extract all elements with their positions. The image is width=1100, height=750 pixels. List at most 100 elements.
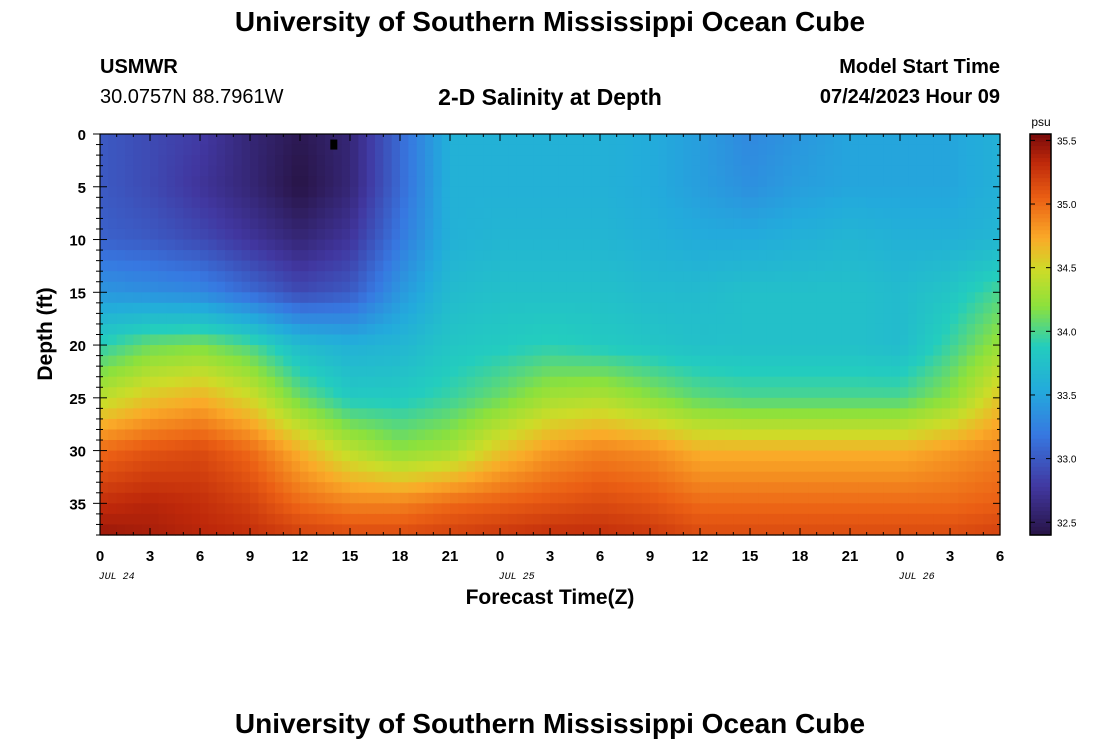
heatmap-cell: [125, 345, 134, 357]
heatmap-cell: [475, 281, 484, 293]
heatmap-cell: [808, 334, 818, 346]
heatmap-cell: [966, 176, 976, 188]
heatmap-cell: [191, 207, 201, 220]
heatmap-cell: [850, 144, 859, 156]
heatmap-cell: [558, 292, 568, 304]
heatmap-cell: [975, 228, 984, 241]
heatmap-cell: [191, 239, 201, 251]
heatmap-cell: [516, 176, 526, 188]
heatmap-cell: [416, 271, 426, 283]
heatmap-cell: [316, 292, 326, 304]
heatmap-cell: [300, 155, 309, 167]
heatmap-cell: [933, 176, 943, 188]
heatmap-cell: [691, 239, 701, 251]
heatmap-cell: [408, 271, 418, 283]
heatmap-cell: [708, 218, 718, 230]
heatmap-cell: [733, 144, 743, 156]
heatmap-cell: [300, 387, 309, 399]
heatmap-cell: [558, 228, 568, 241]
heatmap-cell: [550, 292, 559, 304]
heatmap-cell: [116, 281, 126, 293]
heatmap-cell: [275, 461, 284, 473]
heatmap-cell: [500, 218, 509, 230]
heatmap-cell: [675, 323, 684, 336]
heatmap-cell: [941, 387, 951, 399]
heatmap-cell: [408, 503, 418, 515]
heatmap-cell: [200, 144, 209, 156]
heatmap-cell: [758, 418, 768, 431]
heatmap-cell: [716, 503, 726, 515]
heatmap-cell: [433, 176, 443, 188]
heatmap-cell: [166, 144, 176, 156]
heatmap-cell: [250, 250, 259, 262]
heatmap-cell: [258, 366, 268, 378]
colorbar-segment: [1030, 470, 1051, 476]
heatmap-cell: [516, 302, 526, 314]
heatmap-cell: [466, 186, 476, 198]
heatmap-cell: [566, 450, 576, 462]
heatmap-cell: [308, 207, 318, 220]
heatmap-cell: [208, 281, 218, 293]
heatmap-cell: [125, 144, 134, 156]
heatmap-cell: [600, 155, 609, 167]
heatmap-cell: [416, 376, 426, 388]
heatmap-cell: [391, 271, 401, 283]
heatmap-cell: [641, 408, 651, 420]
heatmap-cell: [500, 482, 509, 494]
heatmap-cell: [808, 366, 818, 378]
heatmap-cell: [741, 366, 751, 378]
heatmap-cell: [116, 176, 126, 188]
heatmap-cell: [266, 492, 276, 504]
heatmap-cell: [541, 197, 551, 209]
heatmap-cell: [258, 228, 268, 241]
heatmap-cell: [666, 323, 676, 336]
heatmap-cell: [650, 260, 659, 272]
heatmap-cell: [233, 387, 243, 399]
heatmap-cell: [466, 292, 476, 304]
heatmap-cell: [725, 492, 734, 504]
heatmap-cell: [508, 429, 518, 441]
heatmap-cell: [300, 302, 309, 314]
heatmap-cell: [183, 513, 193, 526]
heatmap-cell: [700, 482, 709, 494]
heatmap-cell: [766, 271, 776, 283]
heatmap-cell: [333, 186, 343, 198]
colorbar-segment: [1030, 326, 1051, 332]
heatmap-cell: [441, 366, 451, 378]
heatmap-cell: [400, 450, 409, 462]
heatmap-cell: [933, 471, 943, 483]
heatmap-cell: [366, 228, 376, 241]
heatmap-cell: [775, 228, 784, 241]
heatmap-cell: [266, 271, 276, 283]
heatmap-cell: [425, 260, 434, 272]
heatmap-cell: [533, 524, 543, 536]
heatmap-cell: [583, 524, 593, 536]
heatmap-cell: [750, 397, 759, 409]
heatmap-cell: [933, 155, 943, 167]
heatmap-cell: [175, 260, 184, 272]
heatmap-cell: [408, 134, 418, 146]
heatmap-cell: [466, 271, 476, 283]
heatmap-cell: [425, 334, 434, 346]
heatmap-cell: [508, 165, 518, 177]
heatmap-cell: [625, 313, 634, 325]
heatmap-cell: [541, 144, 551, 156]
heatmap-cell: [325, 271, 334, 283]
heatmap-cell: [241, 482, 251, 494]
heatmap-cell: [275, 345, 284, 357]
heatmap-cell: [666, 482, 676, 494]
heatmap-cell: [425, 387, 434, 399]
heatmap-cell: [308, 440, 318, 452]
heatmap-cell: [391, 366, 401, 378]
heatmap-cell: [850, 387, 859, 399]
heatmap-cell: [716, 471, 726, 483]
heatmap-cell: [216, 292, 226, 304]
heatmap-cell: [933, 387, 943, 399]
heatmap-cell: [858, 366, 868, 378]
heatmap-cell: [716, 155, 726, 167]
heatmap-cell: [708, 376, 718, 388]
heatmap-cell: [458, 429, 468, 441]
heatmap-cell: [491, 376, 501, 388]
heatmap-cell: [608, 281, 618, 293]
heatmap-cell: [558, 218, 568, 230]
